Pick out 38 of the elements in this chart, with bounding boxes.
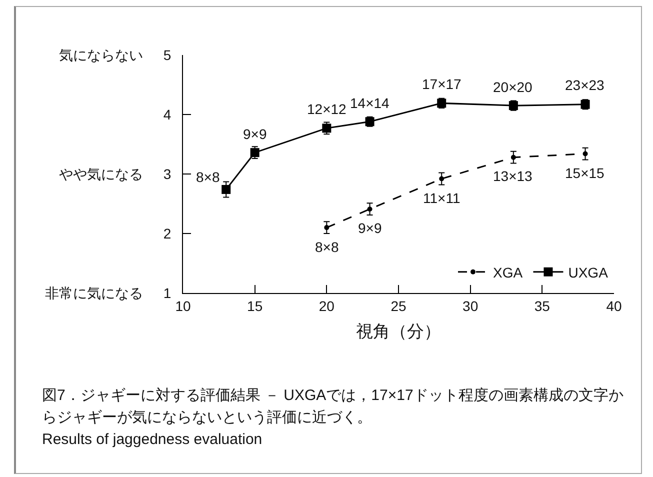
x-tick-label: 15 <box>247 298 263 314</box>
x-tick-label: 40 <box>606 298 622 314</box>
annotation: 15×15 <box>565 165 605 181</box>
annotation: 23×23 <box>565 77 605 93</box>
x-tick-label: 30 <box>462 298 478 314</box>
point <box>324 225 330 230</box>
point <box>222 184 231 194</box>
x-axis-title: 視角（分） <box>356 322 441 342</box>
x-tick-label: 25 <box>390 298 406 314</box>
annotation: 12×12 <box>307 101 347 117</box>
annotation: 9×9 <box>358 220 382 236</box>
annotation: 8×8 <box>315 239 339 255</box>
point <box>510 154 516 160</box>
y-tick-label: 5 <box>163 46 172 63</box>
y-tick-label: 3 <box>163 166 172 182</box>
x-tick-label: 10 <box>175 298 191 314</box>
point <box>439 176 444 182</box>
category-label: やや気になる <box>59 166 143 182</box>
y-tick-label: 4 <box>163 106 172 122</box>
text: Results of jaggedness evaluation <box>42 430 264 450</box>
annotation: 11×11 <box>423 190 460 206</box>
annotation: 8×8 <box>196 169 220 185</box>
annotation: 20×20 <box>493 79 533 95</box>
annotation: 14×14 <box>350 95 390 111</box>
y-tick-label: 1 <box>163 284 172 301</box>
point <box>367 206 372 212</box>
annotation: 9×9 <box>243 126 267 142</box>
y-tick-label: 2 <box>163 225 172 242</box>
legend-label: UXGA <box>568 264 609 280</box>
caption: 図7．ジャギーに対する評価結果 － UXGAでは，17×17ドット程度の画素構成の文字からジャギーが気にならないという評価に近づく。 <box>42 386 624 428</box>
category-label: 気にならない <box>59 46 143 63</box>
x-tick-label: 20 <box>318 298 335 314</box>
point <box>582 151 588 156</box>
legend-label: XGA <box>493 264 524 280</box>
x-tick-label: 35 <box>534 298 550 314</box>
annotation: 13×13 <box>493 168 533 184</box>
category-label: 非常に気になる <box>45 284 143 301</box>
annotation: 17×17 <box>422 76 462 92</box>
